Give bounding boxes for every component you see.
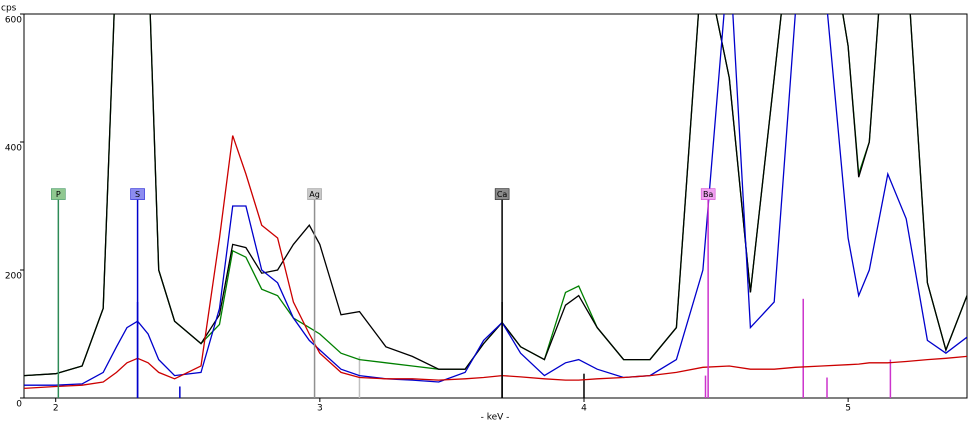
element-label-box — [130, 188, 145, 200]
y-tick-label: 200 — [5, 272, 22, 282]
x-tick-label: 4 — [581, 404, 587, 414]
element-label-box — [307, 188, 322, 200]
plot-area — [23, 13, 968, 399]
element-label: Ca — [497, 190, 508, 199]
spectrum-line — [24, 14, 967, 386]
element-label: P — [56, 190, 61, 199]
x-tick-label: 3 — [317, 404, 323, 414]
plot: P S Ag Ca Ba — [24, 14, 967, 398]
element-label: Ag — [309, 190, 320, 199]
y-tick-label: 600 — [5, 16, 22, 26]
x-tick-label: 2 — [53, 404, 59, 414]
element-label: S — [135, 190, 140, 199]
element-label: Ba — [703, 190, 713, 199]
spectrum-line — [24, 135, 967, 390]
x-tick-label: 5 — [845, 404, 851, 414]
element-label-box — [700, 188, 716, 200]
y-axis-label: cps — [1, 4, 17, 14]
y-tick-label: 400 — [5, 144, 22, 154]
y-tick-label: 0 — [16, 400, 22, 410]
spectrum-line — [24, 14, 967, 377]
element-label-box — [51, 188, 66, 200]
x-axis-label: - keV - — [481, 413, 510, 423]
element-label-box — [494, 188, 510, 200]
